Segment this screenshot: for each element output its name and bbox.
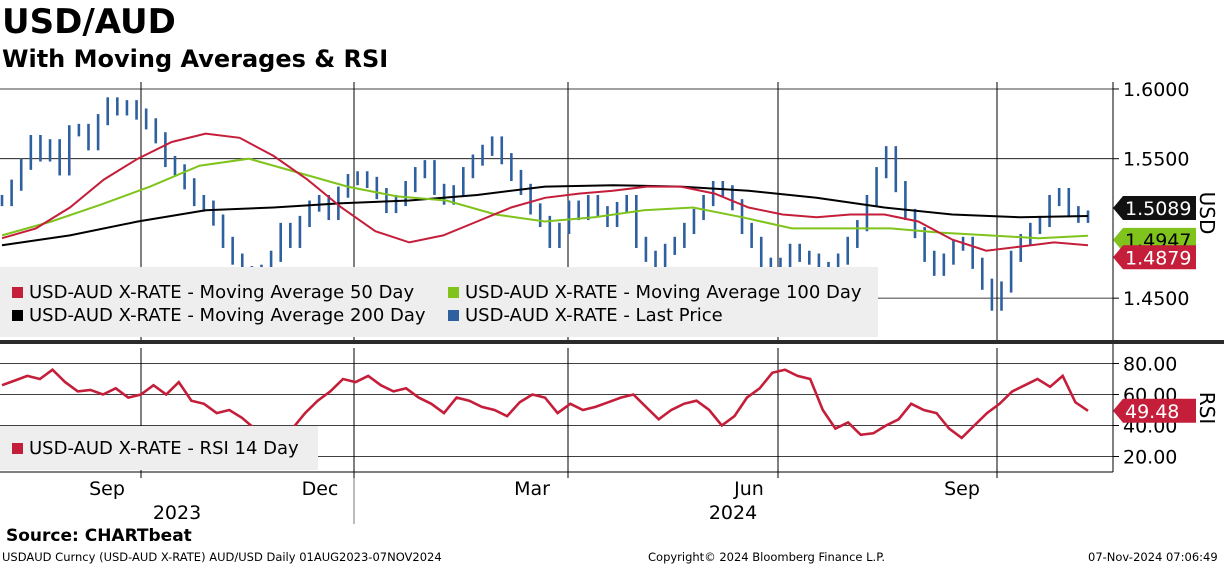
last-price-end-label-text: 1.5089 xyxy=(1125,198,1191,220)
price-legend: USD-AUD X-RATE - Moving Average 50 Day U… xyxy=(0,267,878,337)
ma50-end-label-shape xyxy=(1113,245,1196,270)
legend-label-ma200: USD-AUD X-RATE - Moving Average 200 Day xyxy=(29,305,426,326)
xtick-label: Sep xyxy=(89,478,125,500)
rsi-axis-title: RSI xyxy=(1195,392,1219,425)
legend-label-last-price: USD-AUD X-RATE - Last Price xyxy=(465,305,723,326)
panel-separator xyxy=(0,340,1224,344)
legend-label-rsi: USD-AUD X-RATE - RSI 14 Day xyxy=(29,438,299,459)
legend-swatch-ma100 xyxy=(448,287,459,298)
ma100-line xyxy=(1,157,1089,240)
ma50-end-label-text: 1.4879 xyxy=(1125,247,1191,269)
ytick-label-rsi: 80.00 xyxy=(1123,354,1177,376)
ma200-line xyxy=(1,184,1089,247)
year-label: 2024 xyxy=(709,502,757,524)
copyright: Copyright© 2024 Bloomberg Finance L.P. xyxy=(648,550,885,564)
legend-label-ma100: USD-AUD X-RATE - Moving Average 100 Day xyxy=(465,282,862,303)
rsi-end-label-text: 49.48 xyxy=(1125,401,1179,423)
legend-swatch-ma200 xyxy=(12,310,23,321)
xtick-label: Dec xyxy=(302,478,339,500)
legend-item-ma100: USD-AUD X-RATE - Moving Average 100 Day xyxy=(448,281,862,304)
last-price-end-label: 1.5089 xyxy=(1113,196,1196,221)
chart-subtitle: With Moving Averages & RSI xyxy=(2,45,389,73)
xtick-label: Sep xyxy=(944,478,980,500)
xtick-label: Mar xyxy=(514,478,550,500)
legend-item-rsi: USD-AUD X-RATE - RSI 14 Day xyxy=(12,437,299,460)
ytick-label-price: 1.6000 xyxy=(1123,79,1189,101)
rsi-end-label-shape xyxy=(1113,398,1196,423)
ticker-info: USDAUD Curncy (USD-AUD X-RATE) AUD/USD D… xyxy=(2,550,442,564)
ma50-line xyxy=(1,132,1089,252)
rsi-line xyxy=(1,367,1089,443)
year-label: 2023 xyxy=(153,502,201,524)
ma50-end-label: 1.4879 xyxy=(1113,245,1196,270)
chart-title: USD/AUD xyxy=(2,2,176,42)
legend-label-ma50: USD-AUD X-RATE - Moving Average 50 Day xyxy=(29,282,415,303)
legend-swatch-rsi xyxy=(12,443,23,454)
legend-item-ma200: USD-AUD X-RATE - Moving Average 200 Day xyxy=(12,304,426,327)
timestamp: 07-Nov-2024 07:06:49 xyxy=(1088,550,1218,564)
xtick-label: Jun xyxy=(733,478,764,500)
rsi-end-label: 49.48 xyxy=(1113,398,1196,423)
legend-swatch-last-price xyxy=(448,310,459,321)
legend-swatch-ma50 xyxy=(12,287,23,298)
ytick-label-price: 1.4500 xyxy=(1123,288,1189,310)
legend-item-last-price: USD-AUD X-RATE - Last Price xyxy=(448,304,723,327)
ytick-label-rsi: 20.00 xyxy=(1123,447,1177,469)
source-note: Source: CHARTbeat xyxy=(6,526,192,546)
rsi-legend: USD-AUD X-RATE - RSI 14 Day xyxy=(0,426,318,470)
last-price-end-label-shape xyxy=(1113,196,1196,221)
ytick-label-price: 1.5500 xyxy=(1123,149,1189,171)
legend-item-ma50: USD-AUD X-RATE - Moving Average 50 Day xyxy=(12,281,414,304)
price-axis-title: USD xyxy=(1195,192,1219,235)
